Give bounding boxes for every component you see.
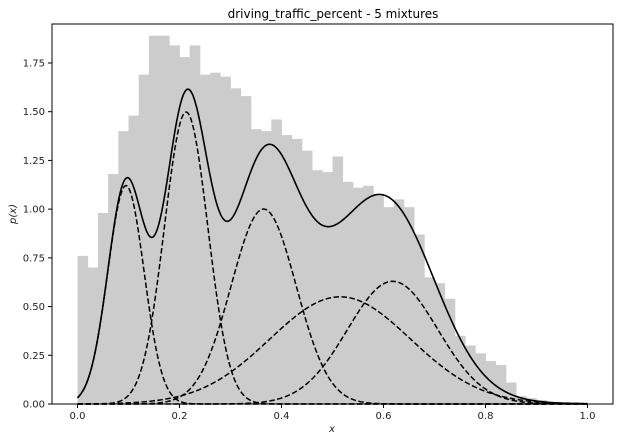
- histogram-bar: [179, 57, 191, 404]
- histogram-bar: [393, 199, 405, 404]
- histogram-bar: [291, 138, 303, 404]
- histogram-bar: [363, 185, 374, 404]
- y-tick-label: 0.25: [23, 351, 45, 362]
- histogram-bar: [403, 207, 415, 404]
- histogram-bar: [424, 277, 435, 404]
- histogram-bar: [240, 96, 252, 404]
- histogram-bar: [414, 234, 425, 404]
- histogram-bar: [465, 345, 476, 404]
- histogram-bar: [138, 74, 150, 405]
- x-tick-label: 0.0: [70, 411, 86, 422]
- y-tick-label: 0.75: [23, 253, 45, 264]
- y-tick-label: 1.00: [23, 205, 45, 216]
- histogram-bar: [383, 207, 395, 404]
- y-tick-label: 1.75: [23, 58, 45, 69]
- histogram-bar: [128, 115, 140, 404]
- x-axis-label: x: [328, 424, 335, 435]
- y-tick-label: 1.25: [23, 156, 45, 167]
- histogram-bar: [322, 172, 333, 404]
- component-4-line: [77, 296, 588, 405]
- y-axis-label: p(x): [8, 204, 19, 225]
- histogram-bar: [444, 298, 456, 404]
- y-axis-ticks: 0.00 0.25 0.50 0.75 1.00 1.25 1.50 1.75: [23, 58, 52, 411]
- y-tick-label: 0.00: [23, 400, 45, 411]
- histogram-bar: [312, 170, 323, 404]
- histogram-bar: [454, 335, 466, 404]
- histogram-bar: [434, 283, 446, 404]
- histogram-bar: [220, 76, 231, 404]
- histogram-bar: [261, 131, 272, 404]
- histogram-bar: [159, 35, 170, 404]
- histogram-bar: [199, 74, 211, 405]
- histogram-bar: [210, 72, 221, 404]
- histogram-bar: [271, 119, 282, 404]
- histogram-bar: [148, 35, 160, 404]
- plot-frame: [51, 23, 614, 405]
- histogram-bar: [108, 174, 119, 404]
- mixture-density-line: [76, 88, 588, 405]
- histogram-bar: [250, 129, 262, 404]
- histogram-bar: [189, 45, 201, 404]
- histogram-bars: [77, 35, 588, 405]
- chart-title: driving_traffic_percent - 5 mixtures: [228, 7, 439, 21]
- histogram-bar: [332, 156, 344, 404]
- histogram-bar: [77, 255, 89, 404]
- histogram-bar: [495, 365, 507, 404]
- x-tick-label: 0.2: [172, 411, 188, 422]
- histogram-bar: [230, 88, 242, 405]
- histogram-bar: [281, 135, 293, 405]
- histogram-bar: [373, 195, 384, 404]
- histogram-bar: [475, 353, 486, 404]
- histogram-bar: [301, 150, 313, 404]
- x-tick-label: 0.8: [478, 411, 494, 422]
- x-axis-ticks: 0.0 0.2 0.4 0.6 0.8 1.0: [70, 404, 596, 422]
- x-tick-label: 0.6: [376, 411, 392, 422]
- y-tick-label: 0.50: [23, 302, 45, 313]
- histogram-bar: [342, 181, 354, 404]
- histogram-bar: [87, 267, 99, 404]
- x-tick-label: 0.4: [274, 411, 290, 422]
- histogram-bar: [505, 382, 517, 404]
- histogram-bar: [352, 187, 364, 404]
- x-tick-label: 1.0: [580, 411, 596, 422]
- histogram-bar: [169, 45, 180, 404]
- histogram-bar: [118, 131, 129, 404]
- y-tick-label: 1.50: [23, 107, 45, 118]
